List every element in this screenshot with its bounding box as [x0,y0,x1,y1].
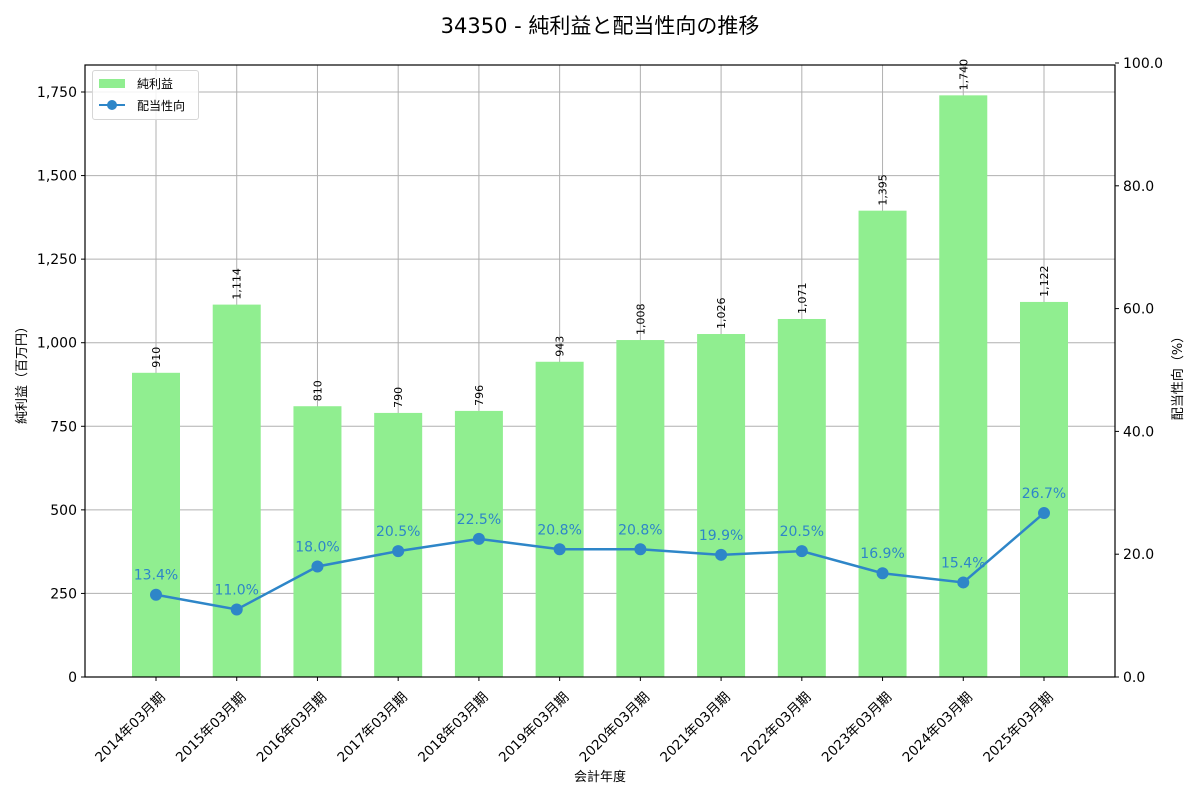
line-marker [553,543,566,556]
plot-frame [84,64,1116,678]
bar [858,210,907,677]
line-marker [795,545,808,558]
left-tick-label: 250 [50,586,77,602]
line-value-label: 20.5% [376,524,420,540]
x-tick-label: 2019年03月期 [496,689,572,765]
bar [535,361,584,677]
chart-title: 34350 - 純利益と配当性向の推移 [440,14,760,38]
left-tick-label: 1,250 [37,252,77,268]
line-marker [876,567,889,580]
line-value-label: 13.4% [134,568,178,584]
bar-swatch-icon [99,78,125,88]
line-marker [150,588,162,601]
bar-value-label: 796 [473,385,486,406]
line-marker [634,543,647,556]
bar-value-label: 1,395 [877,174,890,206]
line-value-label: 22.5% [457,512,501,528]
right-tick-label: 60.0 [1123,302,1154,318]
line-value-label: 16.9% [860,546,904,562]
line-value-label: 15.4% [941,555,985,571]
x-tick-label: 2025年03月期 [980,689,1056,765]
x-tick-label: 2015年03月期 [173,689,249,765]
bar [616,340,665,677]
line-marker [230,603,243,616]
line-marker [472,532,485,545]
payout-line [155,512,1045,611]
bar-value-label: 1,122 [1038,265,1051,297]
bar [777,318,826,677]
bar [939,95,988,678]
line-marker-icon [99,100,125,110]
line-value-label: 18.0% [295,539,339,555]
bar-value-label: 1,026 [715,298,728,330]
left-tick-label: 0 [68,670,77,686]
bar-value-label: 790 [392,387,405,408]
x-tick-label: 2021年03月期 [657,689,733,765]
line-marker [1038,507,1050,520]
line-value-label: 19.9% [699,528,743,544]
axes: 0 250 500 750 1,000 1,250 1,500 1,750 0.0 20.0 40.… [15,56,1186,785]
bar [132,372,180,677]
bar [293,406,342,677]
x-tick-label: 2014年03月期 [92,689,168,765]
legend-item-payout-ratio: 配当性向 [99,96,185,114]
line-value-label: 11.0% [214,582,258,598]
left-tick-label: 500 [50,503,77,519]
right-tick-label: 0.0 [1123,670,1145,686]
bar [212,304,261,677]
legend: 純利益 配当性向 [92,70,199,120]
line-marker [392,545,405,558]
legend-label-payout-ratio: 配当性向 [137,98,186,113]
legend-item-net-income: 純利益 [99,74,173,92]
bar-value-label: 810 [311,380,324,401]
x-tick-label: 2016年03月期 [254,689,330,765]
bar-value-label: 910 [150,347,163,368]
x-tick-label: 2018年03月期 [415,689,491,765]
bar [1020,301,1068,677]
bar [697,334,746,677]
right-tick-label: 80.0 [1123,179,1154,195]
bar-value-label: 1,008 [634,304,647,336]
y-axis-label-right: 配当性向（%） [1170,330,1186,420]
x-tick-label: 2023年03月期 [819,689,895,765]
line-marker [715,548,728,561]
bar [374,412,423,677]
left-tick-label: 750 [50,419,77,435]
bar-value-labels: 910 1,114 810 790 796 943 1,008 1,026 1,071 1,395… [150,59,1051,408]
line-marker [957,576,970,589]
right-tick-label: 40.0 [1123,424,1154,440]
line-value-label: 20.8% [618,522,662,538]
line-value-label: 20.8% [537,522,581,538]
bar-value-label: 1,071 [796,282,809,314]
bar-series-net-income [132,95,1068,678]
line-marker [311,560,324,573]
right-tick-label: 20.0 [1123,547,1154,563]
left-tick-label: 1,750 [37,85,77,101]
left-tick-label: 1,000 [37,336,77,352]
bar-value-label: 1,114 [231,268,244,300]
bar-value-label: 1,740 [957,59,970,91]
line-value-label: 26.7% [1022,486,1066,502]
x-tick-label: 2024年03月期 [899,689,975,765]
left-tick-label: 1,500 [37,169,77,185]
x-tick-label: 2017年03月期 [334,689,410,765]
legend-label-net-income: 純利益 [137,76,174,91]
x-axis-label: 会計年度 [574,769,626,785]
bar-value-label: 943 [554,336,567,357]
line-value-label: 20.5% [780,524,824,540]
right-tick-label: 100.0 [1123,56,1163,72]
y-axis-label-left: 純利益（百万円） [15,320,30,424]
x-tick-label: 2022年03月期 [738,689,814,765]
x-tick-label: 2020年03月期 [577,689,653,765]
line-series-payout-ratio: 13.4% 11.0% 18.0% 20.5% 22.5% 20.8% 20.8% 19.9%… [134,486,1066,616]
